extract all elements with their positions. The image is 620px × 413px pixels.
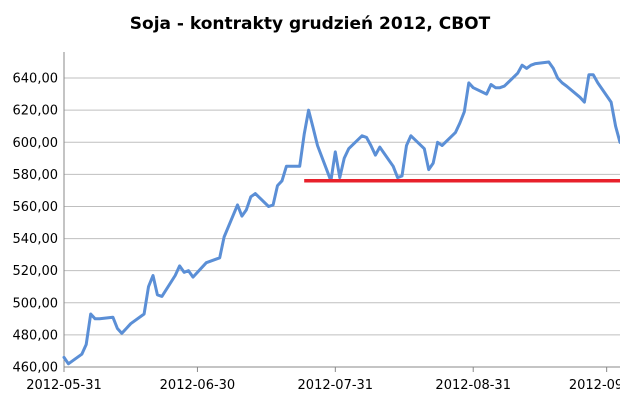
y-tick-label: 520,00 [13,264,59,279]
y-tick-label: 500,00 [13,296,59,311]
y-tick-labels: 460,00 480,00 500,00 520,00 540,00 560,00 580,… [13,72,59,376]
y-tick-label: 560,00 [13,200,59,215]
series-line [62,60,620,366]
y-tick-label: 580,00 [13,168,59,183]
x-tick-label: 2012-07-31 [298,378,374,393]
x-tick-label: 2012-06-30 [160,378,236,393]
chart-title: Soja - kontrakty grudzień 2012, CBOT [129,14,491,34]
x-tick-label: 2012-08-31 [435,378,511,393]
x-tick-labels: 2012-05-31 2012-06-30 2012-07-31 2012-08-31… [26,378,620,393]
y-tick-label: 540,00 [13,232,59,247]
x-tick-label: 2012-05-31 [26,378,102,393]
x-tick-label: 2012-09-30 [569,378,620,393]
gridlines [64,77,620,368]
y-tick-label: 460,00 [13,361,59,376]
y-tick-label: 620,00 [13,104,59,119]
y-tick-label: 640,00 [13,72,59,87]
y-tick-label: 480,00 [13,328,59,343]
series-layer [62,60,620,366]
x-tick-marks [63,367,608,372]
y-tick-label: 600,00 [13,136,59,151]
